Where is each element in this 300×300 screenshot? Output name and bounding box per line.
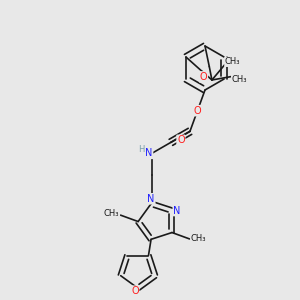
Text: N: N [145,148,152,158]
Text: CH₃: CH₃ [104,209,119,218]
Text: CH₃: CH₃ [191,234,206,243]
Text: H: H [138,145,144,154]
Text: N: N [173,206,181,216]
Text: CH₃: CH₃ [232,75,247,84]
Text: CH₃: CH₃ [225,57,240,66]
Text: O: O [177,135,185,145]
Text: O: O [131,286,139,296]
Text: O: O [200,72,207,82]
Text: O: O [194,106,201,116]
Text: N: N [147,194,155,204]
